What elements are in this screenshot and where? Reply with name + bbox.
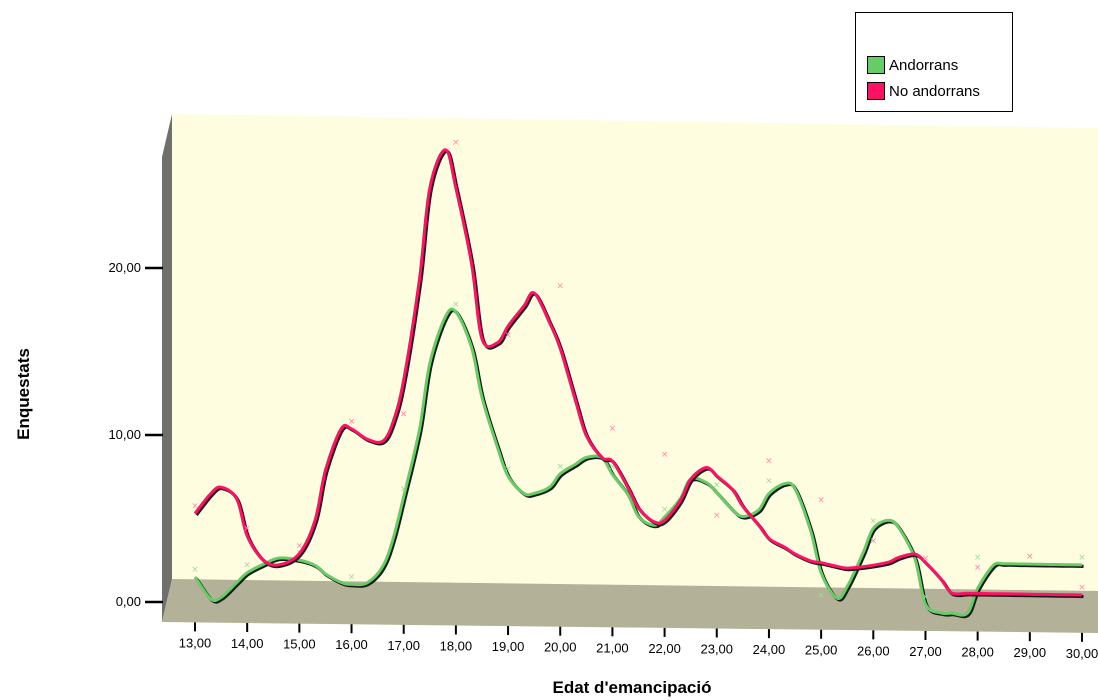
series-marker-andorrans: × bbox=[870, 516, 878, 526]
series-marker-no-andorrans: × bbox=[817, 496, 825, 506]
series-marker-andorrans: × bbox=[922, 592, 930, 602]
x-tick-label: 29,00 bbox=[1014, 645, 1047, 660]
x-tick-label: 24,00 bbox=[753, 642, 786, 657]
series-marker-andorrans: × bbox=[765, 477, 773, 487]
y-tick-label: 0,00 bbox=[116, 594, 141, 609]
series-marker-andorrans: × bbox=[1078, 553, 1086, 563]
y-axis: 0,00 10,00 20,00 bbox=[108, 260, 163, 609]
series-marker-no-andorrans: × bbox=[713, 511, 721, 521]
series-marker-andorrans: × bbox=[400, 485, 408, 495]
x-tick-label: 25,00 bbox=[805, 643, 838, 658]
x-tick-label: 15,00 bbox=[283, 637, 316, 652]
x-tick-label: 22,00 bbox=[648, 641, 681, 656]
x-tick-label: 19,00 bbox=[492, 639, 525, 654]
x-tick-label: 28,00 bbox=[961, 645, 994, 660]
series-marker-no-andorrans: × bbox=[452, 138, 460, 148]
series-marker-no-andorrans: × bbox=[243, 524, 251, 534]
series-marker-no-andorrans: × bbox=[870, 536, 878, 546]
series-marker-andorrans: × bbox=[609, 463, 617, 473]
series-marker-no-andorrans: × bbox=[974, 563, 982, 573]
series-marker-andorrans: × bbox=[974, 553, 982, 563]
x-axis-title: Edat d'emancipació bbox=[553, 678, 712, 697]
legend-label-andorrans: Andorrans bbox=[889, 56, 959, 74]
x-tick-label: 17,00 bbox=[387, 638, 420, 653]
x-tick-label: 21,00 bbox=[596, 640, 629, 655]
x-tick-label: 30,00 bbox=[1066, 646, 1098, 661]
series-marker-andorrans: × bbox=[713, 481, 721, 491]
x-tick-label: 14,00 bbox=[231, 636, 264, 651]
series-marker-no-andorrans: × bbox=[765, 456, 773, 466]
series-marker-andorrans: × bbox=[191, 565, 199, 575]
series-marker-no-andorrans: × bbox=[504, 331, 512, 341]
x-tick-label: 23,00 bbox=[700, 642, 733, 657]
legend-entry-andorrans: Andorrans bbox=[867, 55, 958, 75]
y-axis-title: Enquestats bbox=[14, 348, 33, 440]
series-marker-andorrans: × bbox=[661, 505, 669, 515]
legend-swatch-andorrans bbox=[867, 56, 885, 74]
plot-floor bbox=[162, 579, 1098, 633]
legend-entry-no-andorrans: No andorrans bbox=[867, 81, 980, 101]
series-marker-andorrans: × bbox=[504, 464, 512, 474]
series-marker-no-andorrans: × bbox=[1026, 552, 1034, 562]
series-marker-andorrans: × bbox=[556, 462, 564, 472]
series-marker-andorrans: × bbox=[452, 300, 460, 310]
series-marker-andorrans: × bbox=[348, 572, 356, 582]
series-marker-no-andorrans: × bbox=[922, 554, 930, 564]
series-marker-no-andorrans: × bbox=[191, 501, 199, 511]
series-marker-no-andorrans: × bbox=[609, 424, 617, 434]
x-tick-label: 18,00 bbox=[440, 638, 473, 653]
series-marker-andorrans: × bbox=[243, 561, 251, 571]
plot-left-wall bbox=[162, 114, 172, 622]
legend: Andorrans No andorrans bbox=[855, 12, 1013, 112]
legend-label-no-andorrans: No andorrans bbox=[889, 82, 980, 100]
legend-swatch-no-andorrans bbox=[867, 82, 885, 100]
series-layer: × ×××××× × ××× ××××× × ××××××××××××××××××× bbox=[191, 138, 1086, 619]
series-line-andorrans bbox=[193, 307, 1083, 617]
x-tick-label: 27,00 bbox=[909, 644, 942, 659]
series-marker-no-andorrans: × bbox=[556, 281, 564, 291]
series-marker-no-andorrans: × bbox=[400, 409, 408, 419]
x-tick-label: 20,00 bbox=[544, 640, 577, 655]
series-marker-no-andorrans: × bbox=[348, 417, 356, 427]
series-marker-no-andorrans: × bbox=[296, 541, 304, 551]
x-axis: 13,00 14,00 15,00 16,00 17,00 18,00 19,00 20,00… bbox=[179, 622, 1098, 661]
series-marker-no-andorrans: × bbox=[1078, 583, 1086, 593]
series-marker-andorrans: × bbox=[1026, 552, 1034, 562]
series-marker-andorrans: × bbox=[817, 591, 825, 601]
x-tick-label: 13,00 bbox=[179, 635, 212, 650]
series-marker-no-andorrans: × bbox=[661, 450, 669, 460]
x-tick-label: 16,00 bbox=[335, 637, 368, 652]
plot-background-wall bbox=[172, 114, 1098, 591]
series-line-no-andorrans bbox=[193, 148, 1083, 597]
x-tick-label: 26,00 bbox=[857, 643, 890, 658]
y-tick-label: 20,00 bbox=[108, 260, 141, 275]
y-tick-label: 10,00 bbox=[108, 427, 141, 442]
